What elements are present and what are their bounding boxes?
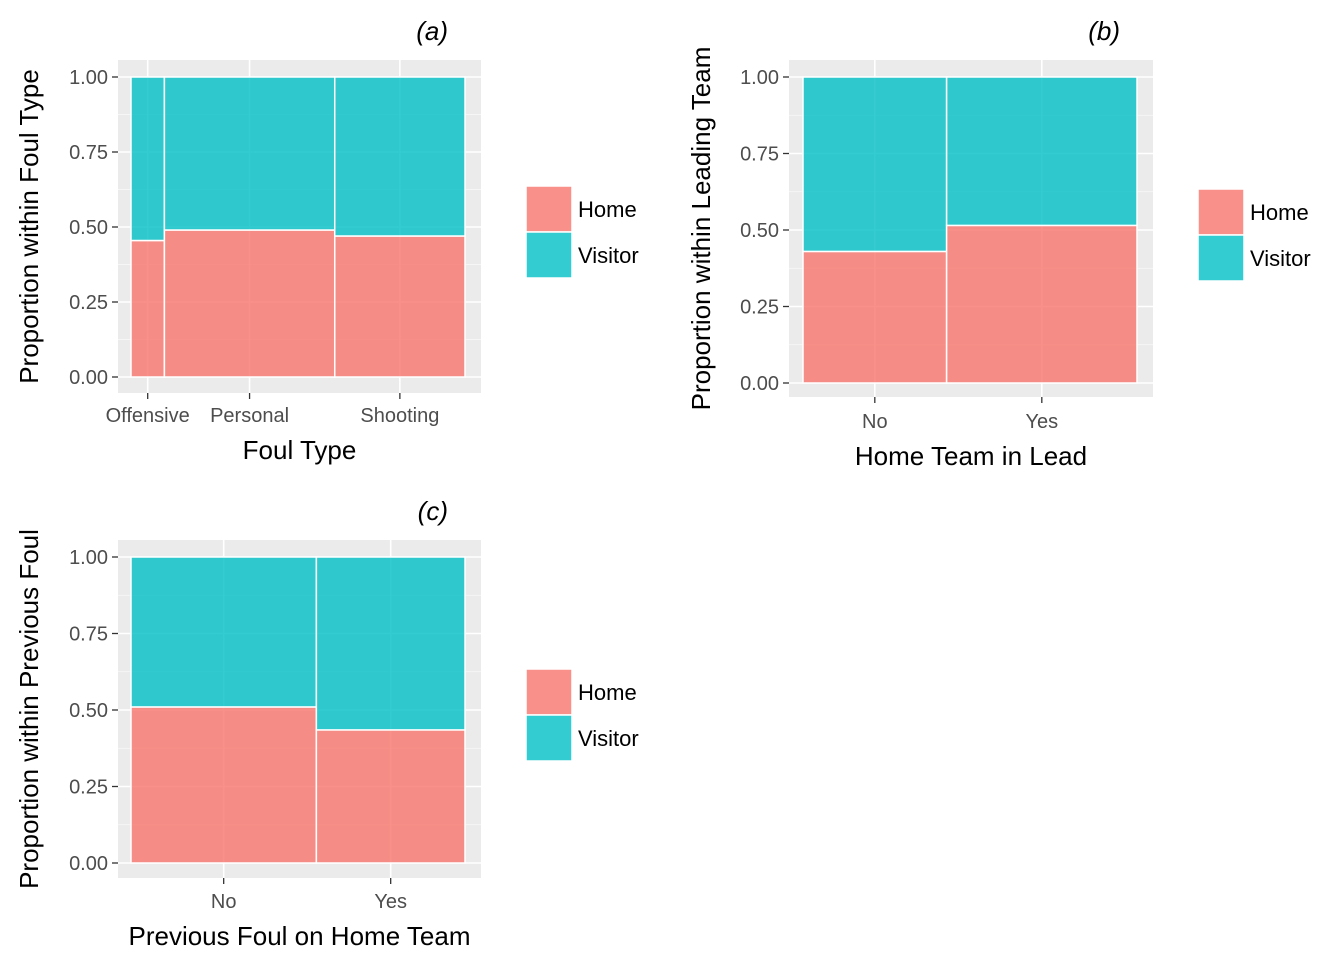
y-tick-label: 0.00: [69, 853, 108, 875]
mosaic-tile-visitor-no: [802, 76, 948, 253]
x-tick-label: No: [211, 891, 237, 913]
legend-label-home: Home: [578, 197, 637, 222]
mosaic-tile-visitor-yes: [945, 76, 1138, 227]
x-tick-label: Offensive: [106, 405, 190, 427]
y-tick-label: 0.75: [69, 142, 108, 164]
legend-key-home: [525, 185, 573, 233]
legend-key-visitor: [525, 231, 573, 279]
y-axis-title: Proportion within Foul Type: [14, 69, 44, 384]
x-axis-title: Home Team in Lead: [855, 441, 1087, 471]
x-tick-label: Personal: [210, 405, 289, 427]
y-tick-label: 0.75: [740, 144, 779, 166]
y-tick-label: 0.00: [740, 373, 779, 395]
legend-label-visitor: Visitor: [578, 726, 639, 751]
mosaic-tile-home-offensive: [130, 239, 166, 378]
x-tick-label: No: [862, 411, 888, 433]
mosaic-tile-visitor-offensive: [130, 76, 166, 242]
y-tick-label: 1.00: [740, 67, 779, 89]
legend-key-visitor: [525, 714, 573, 762]
panel-title: (c): [418, 496, 448, 526]
y-tick-label: 1.00: [69, 547, 108, 569]
legend-label-visitor: Visitor: [578, 243, 639, 268]
y-tick-label: 0.00: [69, 367, 108, 389]
y-tick-label: 0.25: [69, 292, 108, 314]
mosaic-tile-home-shooting: [333, 235, 466, 378]
x-tick-label: Yes: [374, 891, 407, 913]
x-axis-title: Previous Foul on Home Team: [128, 921, 470, 951]
mosaic-tile-home-yes: [945, 224, 1138, 384]
mosaic-tile-visitor-personal: [163, 76, 336, 231]
y-tick-label: 0.50: [69, 217, 108, 239]
legend-key-visitor: [1197, 234, 1245, 282]
panel-title: (b): [1088, 16, 1120, 46]
y-tick-label: 1.00: [69, 67, 108, 89]
y-tick-label: 0.25: [740, 297, 779, 319]
chart-panel-1: 0.00 0.25 0.50 0.75 1.00 No Yes (b) Home Team in…: [686, 16, 1311, 471]
x-tick-label: Yes: [1025, 411, 1058, 433]
mosaic-tile-visitor-no: [130, 556, 318, 708]
legend: Home Visitor: [525, 185, 639, 279]
legend-label-home: Home: [1250, 200, 1309, 225]
mosaic-tile-home-no: [130, 706, 318, 864]
mosaic-tile-home-personal: [163, 229, 336, 378]
x-axis-title: Foul Type: [243, 435, 357, 465]
legend-key-home: [1197, 188, 1245, 236]
chart-panel-0: 0.00 0.25 0.50 0.75 1.00 Offensive Personal Sho…: [14, 16, 639, 465]
y-tick-label: 0.75: [69, 624, 108, 646]
mosaic-tile-home-yes: [315, 729, 466, 864]
x-tick-label: Shooting: [360, 405, 439, 427]
panel-title: (a): [416, 16, 448, 46]
mosaic-tile-home-no: [802, 250, 948, 384]
mosaic-tile-visitor-shooting: [333, 76, 466, 237]
y-tick-label: 0.50: [740, 220, 779, 242]
legend-key-home: [525, 668, 573, 716]
legend: Home Visitor: [1197, 188, 1311, 282]
mosaic-tile-visitor-yes: [315, 556, 466, 731]
legend: Home Visitor: [525, 668, 639, 762]
y-tick-label: 0.25: [69, 777, 108, 799]
legend-label-visitor: Visitor: [1250, 246, 1311, 271]
y-tick-label: 0.50: [69, 700, 108, 722]
chart-panel-2: 0.00 0.25 0.50 0.75 1.00 No Yes (c) Previous Fou…: [14, 496, 639, 951]
y-axis-title: Proportion within Previous Foul: [14, 529, 44, 889]
legend-label-home: Home: [578, 680, 637, 705]
y-axis-title: Proportion within Leading Team: [686, 47, 716, 411]
